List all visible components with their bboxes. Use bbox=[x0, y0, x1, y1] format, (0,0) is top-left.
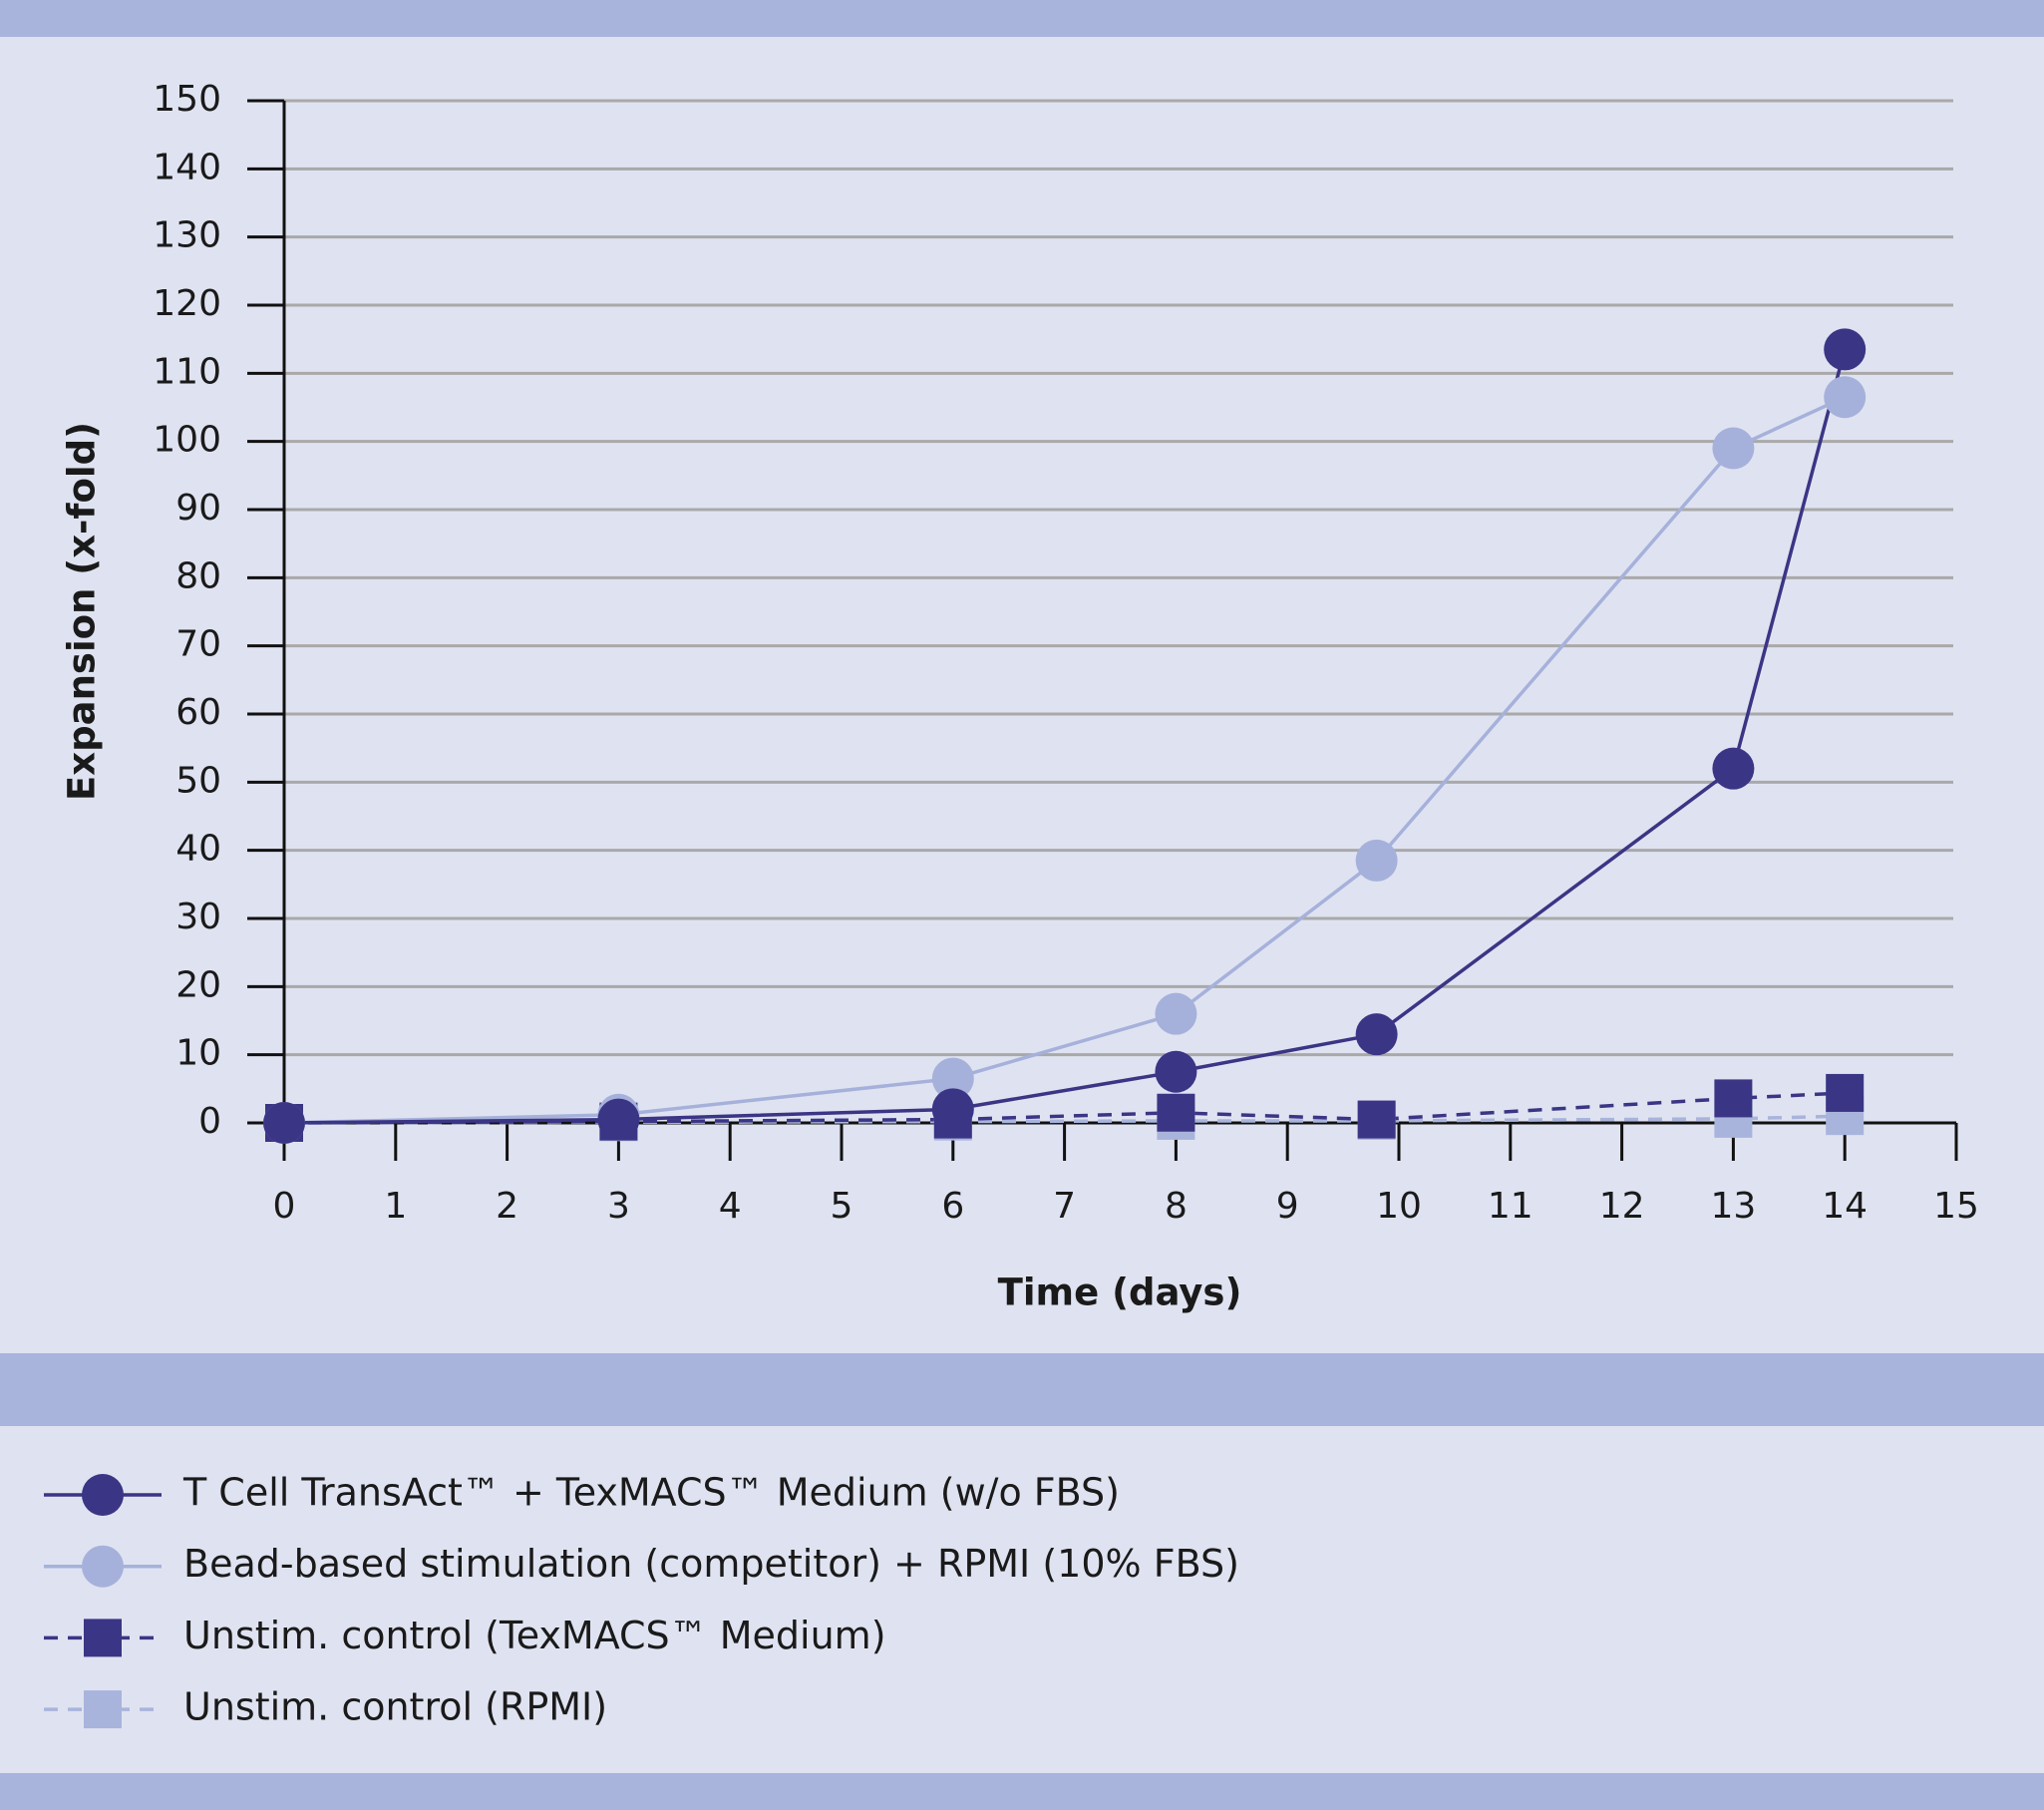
data-point bbox=[1357, 1100, 1396, 1139]
data-point bbox=[1157, 1093, 1195, 1132]
x-tick-label: 13 bbox=[1710, 1186, 1756, 1227]
y-tick-label: 10 bbox=[175, 1033, 221, 1074]
data-point bbox=[1712, 427, 1755, 470]
x-tick-label: 8 bbox=[1165, 1186, 1188, 1227]
x-tick-label: 9 bbox=[1276, 1186, 1299, 1227]
data-point bbox=[1714, 1079, 1753, 1118]
x-axis-title: Time (days) bbox=[998, 1271, 1242, 1314]
x-tick-label: 4 bbox=[719, 1186, 742, 1227]
y-tick-label: 80 bbox=[175, 555, 221, 596]
x-tick-label: 11 bbox=[1488, 1186, 1533, 1227]
y-tick-label: 20 bbox=[175, 964, 221, 1005]
x-tick-label: 7 bbox=[1053, 1186, 1076, 1227]
x-tick-label: 6 bbox=[941, 1186, 964, 1227]
data-point bbox=[1712, 747, 1755, 790]
data-point bbox=[931, 1088, 974, 1131]
legend-label: Unstim. control (TexMACS™ Medium) bbox=[183, 1614, 886, 1657]
y-tick-label: 130 bbox=[153, 215, 221, 256]
x-tick-label: 5 bbox=[831, 1186, 853, 1227]
y-tick-label: 150 bbox=[153, 79, 221, 120]
y-tick-label: 40 bbox=[175, 829, 221, 870]
legend-label: Bead-based stimulation (competitor) + RP… bbox=[183, 1542, 1239, 1586]
y-tick-label: 60 bbox=[175, 692, 221, 733]
y-tick-label: 140 bbox=[153, 147, 221, 187]
y-tick-label: 30 bbox=[175, 897, 221, 937]
data-point bbox=[1355, 839, 1398, 882]
legend-marker bbox=[82, 1474, 124, 1516]
y-tick-label: 0 bbox=[198, 1101, 221, 1142]
y-tick-label: 50 bbox=[175, 760, 221, 801]
x-tick-label: 0 bbox=[273, 1186, 296, 1227]
middle-band bbox=[0, 1353, 2044, 1426]
data-point bbox=[1826, 1073, 1865, 1112]
data-point bbox=[597, 1098, 640, 1141]
y-tick-label: 90 bbox=[175, 488, 221, 529]
data-point bbox=[931, 1057, 974, 1100]
legend-label: T Cell TransAct™ + TexMACS™ Medium (w/o … bbox=[182, 1471, 1120, 1515]
legend-label: Unstim. control (RPMI) bbox=[183, 1685, 607, 1729]
legend-marker bbox=[84, 1619, 122, 1657]
y-tick-label: 110 bbox=[153, 351, 221, 392]
x-tick-label: 2 bbox=[496, 1186, 518, 1227]
y-tick-label: 120 bbox=[153, 283, 221, 324]
data-point bbox=[1155, 1050, 1197, 1093]
top-band bbox=[0, 0, 2044, 37]
x-tick-label: 1 bbox=[384, 1186, 407, 1227]
x-tick-label: 14 bbox=[1822, 1186, 1868, 1227]
legend: T Cell TransAct™ + TexMACS™ Medium (w/o … bbox=[44, 1471, 1239, 1729]
data-point bbox=[1355, 1013, 1398, 1056]
data-point bbox=[1824, 328, 1867, 371]
y-axis-title: Expansion (x-fold) bbox=[61, 422, 104, 801]
data-point bbox=[1824, 376, 1867, 419]
data-point bbox=[263, 1102, 305, 1144]
y-tick-label: 70 bbox=[175, 624, 221, 665]
bottom-band bbox=[0, 1773, 2044, 1810]
data-point bbox=[1155, 992, 1197, 1035]
y-tick-label: 100 bbox=[153, 420, 221, 461]
x-tick-label: 10 bbox=[1376, 1186, 1422, 1227]
x-tick-label: 12 bbox=[1599, 1186, 1645, 1227]
x-tick-label: 3 bbox=[607, 1186, 630, 1227]
legend-marker bbox=[84, 1690, 122, 1729]
x-tick-label: 15 bbox=[1933, 1186, 1979, 1227]
legend-marker bbox=[82, 1545, 124, 1588]
